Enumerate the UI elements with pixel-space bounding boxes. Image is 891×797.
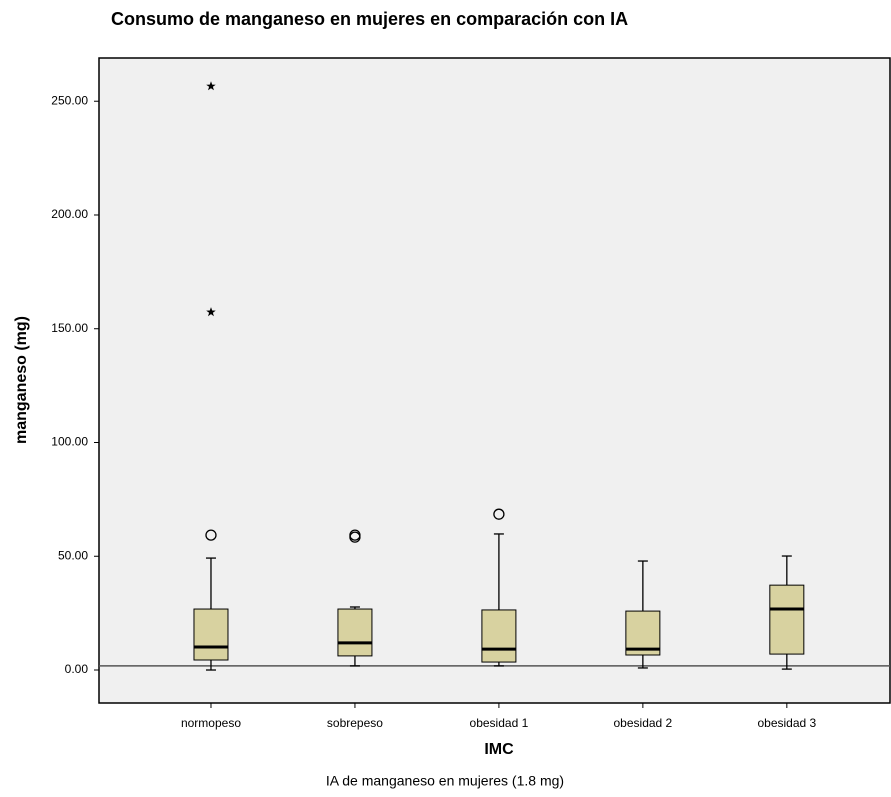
y-tick-label: 150.00 — [51, 321, 88, 335]
y-tick-label: 100.00 — [51, 435, 88, 449]
x-tick-label: obesidad 1 — [470, 716, 529, 730]
x-tick-label: normopeso — [181, 716, 241, 730]
y-tick-label: 250.00 — [51, 93, 88, 107]
outlier — [493, 508, 505, 520]
note: IA de manganeso en mujeres (1.8 mg) — [326, 773, 564, 789]
box — [481, 609, 517, 663]
x-tick-label: obesidad 2 — [614, 716, 673, 730]
outlier — [205, 529, 217, 541]
x-tick-label: obesidad 3 — [757, 716, 816, 730]
extreme — [206, 307, 216, 317]
x-axis-title: IMC — [484, 741, 514, 758]
y-tick-label: 200.00 — [51, 207, 88, 221]
box — [769, 584, 805, 655]
box — [193, 608, 229, 661]
outlier — [349, 529, 361, 541]
y-axis-title: manganeso (mg) — [13, 316, 30, 444]
plot-area — [98, 57, 891, 704]
box — [337, 608, 373, 657]
chart-title: Consumo de manganeso en mujeres en compa… — [111, 9, 628, 29]
y-tick-label: 0.00 — [65, 662, 89, 676]
x-tick-label: sobrepeso — [327, 716, 383, 730]
extreme — [206, 81, 216, 91]
y-tick-label: 50.00 — [58, 548, 88, 562]
